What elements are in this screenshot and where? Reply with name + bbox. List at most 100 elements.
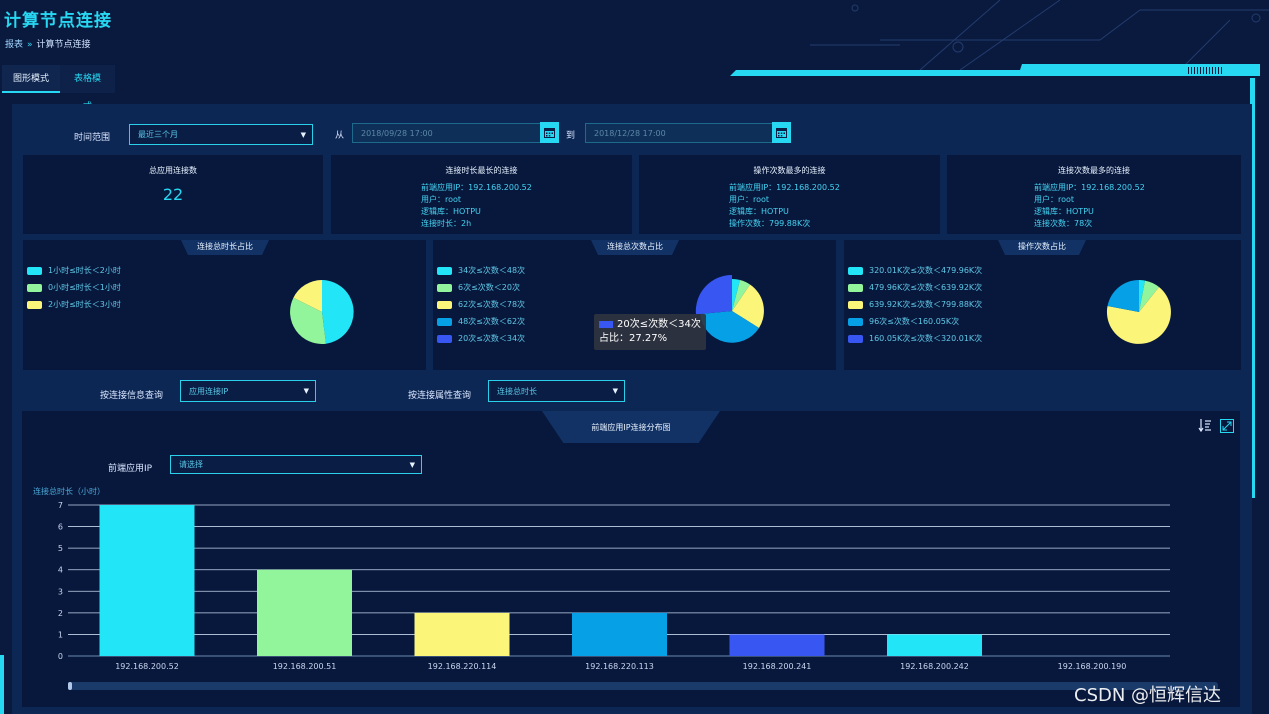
info-line: 连接时长：2h (421, 219, 472, 228)
time-range-value: 最近三个月 (138, 130, 178, 139)
legend-label: 2小时≤时长＜3小时 (48, 300, 121, 309)
info-line: 用户：root (1034, 195, 1075, 204)
legend-item[interactable]: 2小时≤时长＜3小时 (27, 299, 121, 310)
pie-panel-duration: 连接总时长占比 1小时≤时长＜2小时 0小时≤时长＜1小时 2小时≤时长＜3小时 (23, 240, 426, 370)
bar[interactable] (257, 569, 352, 656)
pie-slice[interactable] (293, 280, 322, 312)
legend-item[interactable]: 62次≤次数＜78次 (437, 299, 525, 310)
breadcrumb-item-current: 计算节点连接 (36, 40, 91, 50)
y-axis-labels: 0 1 2 3 4 5 6 7 (58, 501, 63, 661)
legend-item[interactable]: 6次≤次数＜20次 (437, 282, 520, 293)
info-line: 前端应用IP：192.168.200.52 (729, 183, 840, 192)
pie-slice[interactable] (732, 284, 764, 329)
info-line: 操作次数：799.88K次 (729, 219, 811, 228)
attr-query-select[interactable]: 连接总时长 ▼ (488, 380, 625, 402)
x-tick-label: 192.168.220.113 (585, 662, 654, 671)
legend-item[interactable]: 1小时≤时长＜2小时 (27, 265, 121, 276)
stat-card-info: 前端应用IP：192.168.200.52 用户：root 逻辑库：HOTPU … (729, 182, 840, 230)
pie-slice[interactable] (1139, 280, 1159, 312)
x-tick-label: 192.168.200.242 (900, 662, 969, 671)
legend-label: 34次≤次数＜48次 (458, 266, 526, 275)
bar[interactable] (729, 634, 825, 656)
legend-label: 320.01K次≤次数＜479.96K次 (869, 266, 983, 275)
chevron-down-icon: ▼ (409, 460, 415, 469)
legend-item[interactable]: 639.92K次≤次数＜799.88K次 (848, 299, 982, 310)
sort-icon[interactable] (1198, 418, 1212, 433)
pie-slice[interactable] (1139, 280, 1145, 312)
y-axis-label: 连接总时长（小时） (33, 487, 105, 496)
y-tick-label: 1 (58, 630, 63, 639)
pie-slice[interactable] (322, 280, 354, 344)
stat-card-most-conn: 连接次数最多的连接 前端应用IP：192.168.200.52 用户：root … (947, 155, 1241, 234)
pie-panel-title: 连接总次数占比 (591, 240, 679, 255)
legend-swatch (437, 334, 452, 343)
legend-item[interactable]: 48次≤次数＜62次 (437, 316, 525, 327)
legend-item[interactable]: 34次≤次数＜48次 (437, 265, 525, 276)
legend-label: 96次≤次数＜160.05K次 (869, 317, 960, 326)
breadcrumb-separator: » (27, 40, 33, 50)
pie-chart-duration[interactable] (289, 279, 355, 345)
chevron-down-icon: ▼ (303, 387, 309, 395)
pie-slice[interactable] (290, 297, 326, 344)
bar[interactable] (99, 505, 195, 656)
from-date-input[interactable]: 2018/09/28 17:00 (352, 123, 541, 143)
ip-filter-label: 前端应用IP (108, 464, 153, 474)
bar-chart[interactable]: 192.168.200.52 192.168.200.51 192.168.220.… (22, 495, 1222, 675)
info-line: 逻辑库：HOTPU (729, 207, 789, 216)
calendar-icon[interactable] (772, 122, 791, 143)
x-tick-label: 192.168.200.52 (115, 662, 179, 671)
y-tick-label: 6 (58, 523, 63, 532)
x-tick-label: 192.168.200.51 (273, 662, 337, 671)
legend-item[interactable]: 20次≤次数＜34次 (437, 333, 525, 344)
pie-slice[interactable] (732, 278, 740, 311)
calendar-icon[interactable] (540, 122, 559, 143)
pie-chart-conn-count[interactable] (695, 274, 769, 348)
page-title: 计算节点连接 (4, 11, 112, 31)
legend-swatch (437, 266, 452, 275)
tooltip-ratio: 占比：27.27% (599, 333, 668, 344)
legend-item[interactable]: 96次≤次数＜160.05K次 (848, 316, 959, 327)
to-date-input[interactable]: 2018/12/28 17:00 (585, 123, 774, 143)
fullscreen-icon[interactable] (1220, 419, 1234, 433)
pie-slice[interactable] (732, 280, 750, 311)
breadcrumb-item-reports[interactable]: 报表 (5, 40, 24, 50)
legend-swatch (848, 317, 863, 326)
legend-item[interactable]: 0小时≤时长＜1小时 (27, 282, 121, 293)
time-range-select[interactable]: 最近三个月 ▼ (129, 124, 313, 145)
pie-chart-ops-count[interactable] (1106, 279, 1172, 345)
chart-scrollbar[interactable] (68, 682, 1218, 690)
info-query-label: 按连接信息查询 (100, 391, 164, 401)
pie-slice[interactable] (1106, 287, 1171, 344)
legend-label: 0小时≤时长＜1小时 (48, 283, 121, 292)
info-line: 逻辑库：HOTPU (421, 207, 481, 216)
legend-item[interactable]: 160.05K次≤次数＜320.01K次 (848, 333, 982, 344)
x-axis-labels: 192.168.200.52 192.168.200.51 192.168.220.… (115, 662, 1126, 671)
bar[interactable] (414, 612, 510, 656)
bar-grid (68, 504, 1170, 657)
pie-panel-title: 连接总时长占比 (181, 240, 269, 255)
stat-card-total: 总应用连接数 22 (23, 155, 323, 234)
legend-item[interactable]: 320.01K次≤次数＜479.96K次 (848, 265, 982, 276)
info-query-select[interactable]: 应用连接IP ▼ (180, 380, 316, 402)
legend-swatch (27, 283, 42, 292)
pie-slice-highlighted[interactable] (695, 274, 732, 315)
legend-swatch (437, 300, 452, 309)
stat-card-title: 总应用连接数 (149, 166, 197, 175)
bar[interactable] (572, 612, 667, 656)
pie-slice[interactable] (1107, 279, 1140, 312)
pie-slice[interactable] (700, 311, 759, 343)
decorative-frame-bar (730, 64, 1260, 78)
pie-tooltip: 20次≤次数＜34次 占比：27.27% (594, 314, 706, 350)
legend-label: 48次≤次数＜62次 (458, 317, 526, 326)
stat-card-title: 操作次数最多的连接 (753, 166, 826, 175)
info-line: 前端应用IP：192.168.200.52 (421, 183, 532, 192)
tab-graph-mode[interactable]: 图形模式 (2, 65, 60, 93)
legend-item[interactable]: 479.96K次≤次数＜639.92K次 (848, 282, 982, 293)
bar[interactable] (887, 634, 982, 656)
bar-series (99, 505, 982, 656)
ip-filter-select[interactable]: 请选择 ▼ (170, 455, 422, 474)
y-tick-label: 7 (58, 501, 63, 510)
chart-scrollbar-thumb[interactable] (68, 682, 72, 690)
y-tick-label: 5 (58, 544, 63, 553)
tab-table-mode[interactable]: 表格模式 (60, 65, 115, 112)
